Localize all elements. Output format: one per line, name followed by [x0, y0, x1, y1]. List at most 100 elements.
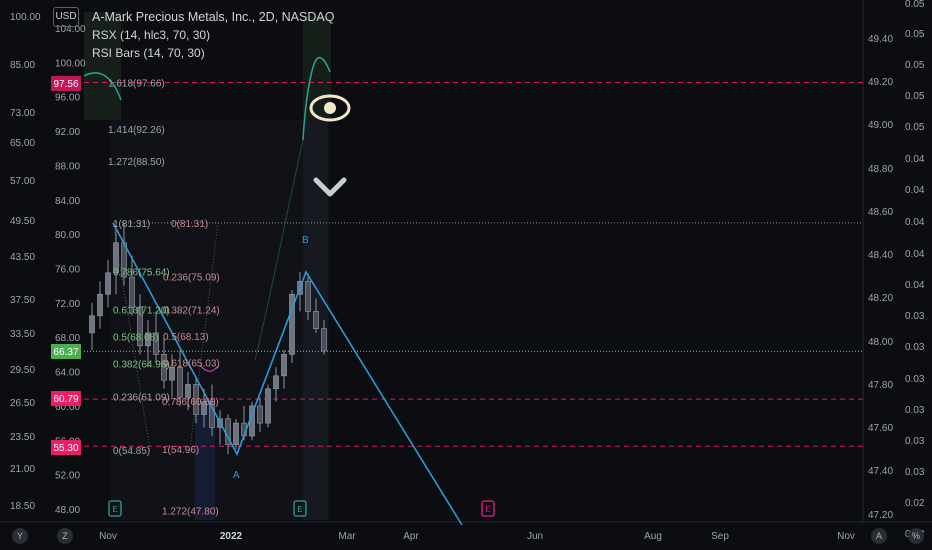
- fib-label-left: 0.5(68.08): [113, 333, 159, 344]
- candle: [137, 306, 143, 347]
- chart-legend: A-Mark Precious Metals, Inc., 2D, NASDAQ…: [92, 8, 334, 62]
- right-axis-2-tick: 0.04: [905, 154, 925, 165]
- right-axis-2-tick: 0.05: [905, 122, 925, 133]
- fib-label-left: 0.786(75.64): [113, 268, 170, 279]
- inner-axis-tick: 88.00: [55, 161, 80, 172]
- inner-axis-tick: 84.00: [55, 196, 80, 207]
- inner-axis-tick: 64.00: [55, 368, 80, 379]
- z-button[interactable]: Z: [57, 528, 73, 544]
- fib-label-right: 0.236(75.09): [163, 272, 220, 283]
- right-axis-2-tick: 0.05: [905, 0, 925, 10]
- rsx-line: [83, 72, 122, 101]
- earnings-icon: [108, 500, 122, 517]
- inner-axis-tick: 100.00: [55, 58, 86, 69]
- left-axis-tick: 43.50: [10, 252, 35, 263]
- candle: [265, 388, 271, 424]
- chart-title: A-Mark Precious Metals, Inc., 2D, NASDAQ: [92, 10, 335, 24]
- rsx-signal: [199, 364, 219, 372]
- fib-label-left: 0.236(61.09): [113, 393, 170, 404]
- left-axis-tick: 37.50: [10, 295, 35, 306]
- right-axis-2-tick: 0.03: [905, 342, 925, 353]
- time-axis-tick: Apr: [403, 531, 419, 542]
- right-axis-tick: 48.60: [868, 207, 893, 218]
- inner-axis-tick: 92.00: [55, 127, 80, 138]
- price-badge: [51, 440, 81, 455]
- inner-axis-tick: 104.00: [55, 24, 86, 35]
- right-axis-2-tick: 0.03: [905, 311, 925, 322]
- rsx-line-faint: [254, 139, 304, 361]
- candle: [281, 354, 287, 377]
- earnings-icon: [293, 500, 307, 517]
- rsx-line: [302, 56, 331, 141]
- fib-label-left: 0.618(71.20): [113, 306, 170, 317]
- fib-label-left: 0.382(64.96): [113, 359, 170, 370]
- right-axis-2-tick: 0.04: [905, 185, 925, 196]
- left-axis-tick: 18.50: [10, 501, 35, 512]
- indicator-rsi-bars[interactable]: RSI Bars (14, 70, 30): [92, 46, 205, 60]
- candle: [289, 293, 295, 355]
- candle: [161, 354, 167, 381]
- right-axis-tick: 49.20: [868, 77, 893, 88]
- right-axis-tick: 48.00: [868, 337, 893, 348]
- inner-axis-tick: 52.00: [55, 471, 80, 482]
- candle: [169, 366, 175, 381]
- fib-label-right: 0.786(60.60): [162, 397, 219, 408]
- left-axis-tick: 49.50: [10, 216, 35, 227]
- left-axis-tick: 73.00: [10, 108, 35, 119]
- pattern-point-b: B: [302, 235, 309, 246]
- right-axis-2-tick: 0.05: [905, 29, 925, 40]
- time-axis-tick: Mar: [338, 531, 356, 542]
- candle: [97, 293, 103, 317]
- event-icon-label: E: [485, 505, 490, 514]
- candle: [145, 332, 151, 347]
- right-axis-2-tick: 0.04: [905, 217, 925, 228]
- candle: [113, 242, 119, 274]
- right-axis-tick: 48.40: [868, 250, 893, 261]
- inner-axis-tick: 76.00: [55, 265, 80, 276]
- candle: [209, 401, 215, 428]
- time-axis-tick: Aug: [644, 531, 662, 542]
- fib-label-right: 1(54.96): [162, 445, 199, 456]
- fib-label-right: 0.382(71.24): [163, 305, 220, 316]
- auto-scale-button[interactable]: A: [871, 528, 887, 544]
- right-axis-2-tick: 0.02: [905, 498, 925, 509]
- candle: [177, 366, 183, 398]
- right-axis-2-tick: 0.03: [905, 436, 925, 447]
- price-badge: [51, 344, 81, 359]
- fib-label-left: 1.414(92.26): [108, 125, 165, 136]
- right-axis-tick: 47.80: [868, 380, 893, 391]
- candle: [273, 375, 279, 390]
- candle: [105, 272, 111, 295]
- candle: [153, 332, 159, 355]
- right-axis-2-tick: 0.03: [905, 374, 925, 385]
- inner-axis-tick: 68.00: [55, 333, 80, 344]
- time-axis-tick: Nov: [837, 531, 855, 542]
- time-axis-tick: 2022: [220, 531, 243, 542]
- pattern-point-a: A: [233, 470, 240, 481]
- left-axis-tick: 21.00: [10, 464, 35, 475]
- price-badge-label: 60.79: [53, 394, 78, 405]
- fib-label-right: 0(81.31): [171, 219, 208, 230]
- fib-label-right: 1.272(47.80): [162, 507, 219, 518]
- price-badge-label: 66.37: [53, 347, 78, 358]
- time-axis-tick: Jun: [527, 531, 543, 542]
- fib-label-right: 0.5(68.13): [163, 332, 209, 343]
- currency-badge[interactable]: USD: [53, 7, 79, 27]
- shade-zone: [303, 16, 331, 120]
- candle: [129, 276, 135, 308]
- left-axis-tick: 65.00: [10, 138, 35, 149]
- y-button[interactable]: Y: [12, 528, 28, 544]
- shade-zone: [195, 400, 215, 520]
- candle: [313, 311, 319, 329]
- right-axis-tick: 47.40: [868, 466, 893, 477]
- indicator-rsx[interactable]: RSX (14, hlc3, 70, 30): [92, 28, 211, 42]
- fib-diagonal: [189, 222, 219, 450]
- inner-axis-tick: 96.00: [55, 93, 80, 104]
- candle: [257, 405, 263, 424]
- fib-label-left: 1.272(88.50): [108, 157, 165, 168]
- earnings-icon-label: E: [112, 505, 117, 514]
- left-axis-tick: 33.50: [10, 329, 35, 340]
- price-badge-label: 55.30: [53, 443, 78, 454]
- percent-scale-button[interactable]: %: [908, 528, 924, 544]
